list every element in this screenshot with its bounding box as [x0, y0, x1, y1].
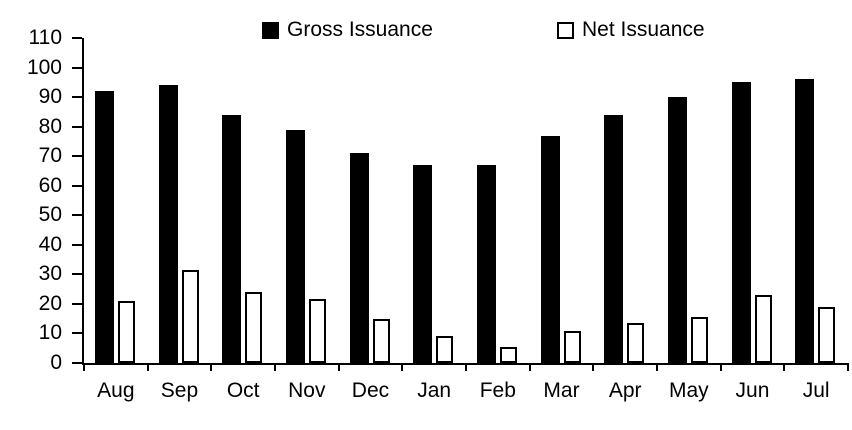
y-axis-tick	[72, 332, 82, 335]
y-axis-tick	[72, 66, 82, 69]
gross-issuance-bar-jun	[731, 82, 751, 363]
x-axis-tick	[83, 363, 85, 371]
y-axis-label: 60	[38, 173, 62, 197]
gross-issuance-bar-mar	[540, 135, 560, 363]
y-axis-tick	[72, 362, 82, 364]
x-axis-tick	[719, 363, 722, 371]
y-axis-tick	[72, 155, 82, 158]
y-axis-tick	[72, 243, 82, 246]
x-axis-label: Dec	[351, 379, 390, 402]
y-axis-label: 20	[38, 291, 62, 315]
y-axis-tick	[72, 214, 82, 217]
y-axis-label: 10	[38, 321, 62, 345]
y-axis-tick	[72, 273, 82, 276]
y-axis-label: 80	[38, 114, 62, 138]
gross-issuance-bar-oct	[222, 114, 242, 363]
x-axis-tick	[337, 363, 340, 371]
legend-item-net: Net Issuance	[557, 18, 705, 42]
x-axis-tick	[847, 363, 849, 371]
x-axis-label: Jun	[735, 379, 770, 402]
x-axis-label: Aug	[97, 379, 135, 402]
x-axis-tick	[465, 363, 467, 371]
y-axis-tick	[72, 96, 82, 99]
y-axis-tick	[72, 37, 82, 39]
y-axis-label: 30	[38, 262, 62, 286]
net-issuance-bar-sep	[181, 269, 199, 363]
x-axis-tick	[783, 363, 786, 371]
y-axis-label: 50	[38, 203, 62, 227]
net-issuance-bar-nov	[309, 299, 326, 363]
legend-item-gross: Gross Issuance	[262, 18, 433, 42]
gross-issuance-bar-apr	[604, 114, 624, 363]
net-issuance-bar-mar	[563, 330, 581, 363]
net-issuance-bar-jul	[818, 306, 836, 363]
y-axis-label: 70	[38, 144, 62, 168]
y-axis-label: 110	[28, 26, 62, 49]
y-axis-tick	[72, 184, 82, 187]
y-axis-label: 90	[38, 85, 62, 109]
net-issuance-bar-feb	[500, 346, 517, 363]
x-axis-tick	[146, 363, 149, 371]
net-issuance-bar-jun	[754, 295, 772, 363]
net-issuance-bar-dec	[372, 318, 390, 363]
gross-issuance-swatch-icon	[262, 21, 279, 39]
gross-issuance-bar-aug	[95, 91, 114, 363]
x-axis-tick	[592, 363, 595, 371]
net-issuance-swatch-icon	[557, 21, 574, 39]
x-axis-label: Nov	[288, 379, 326, 402]
y-axis-tick	[72, 125, 82, 128]
gross-issuance-bar-feb	[477, 165, 496, 363]
gross-issuance-bar-jan	[413, 165, 433, 363]
x-axis-label: May	[668, 379, 709, 402]
gross-issuance-bar-sep	[158, 85, 178, 363]
gross-issuance-bar-jul	[795, 79, 815, 363]
x-axis-label: Feb	[479, 379, 516, 402]
x-axis-tick	[210, 363, 213, 371]
x-axis-label: Oct	[226, 379, 260, 402]
x-axis-label: Jan	[417, 379, 452, 402]
x-axis-tick	[656, 363, 658, 371]
net-issuance-bar-apr	[627, 323, 645, 363]
legend-label-net: Net Issuance	[582, 18, 705, 41]
x-axis-label: Jul	[802, 379, 830, 402]
y-axis-label: 100	[26, 55, 62, 79]
x-axis-tick	[274, 363, 276, 371]
x-axis-tick	[401, 363, 404, 371]
gross-issuance-bar-dec	[349, 153, 369, 363]
x-axis-label: Mar	[543, 379, 580, 402]
y-axis-label: 40	[38, 232, 62, 256]
net-issuance-bar-jan	[436, 336, 454, 363]
net-issuance-bar-may	[691, 317, 708, 363]
x-axis-label: Apr	[608, 379, 642, 402]
x-axis-label: Sep	[160, 379, 199, 402]
legend-label-gross: Gross Issuance	[287, 18, 433, 41]
gross-issuance-bar-nov	[286, 129, 305, 363]
gross-issuance-bar-may	[668, 97, 687, 363]
y-axis-tick	[72, 302, 82, 305]
net-issuance-bar-oct	[245, 292, 263, 363]
x-axis-tick	[528, 363, 531, 371]
y-axis-label: 0	[50, 351, 62, 374]
net-issuance-bar-aug	[118, 300, 135, 363]
